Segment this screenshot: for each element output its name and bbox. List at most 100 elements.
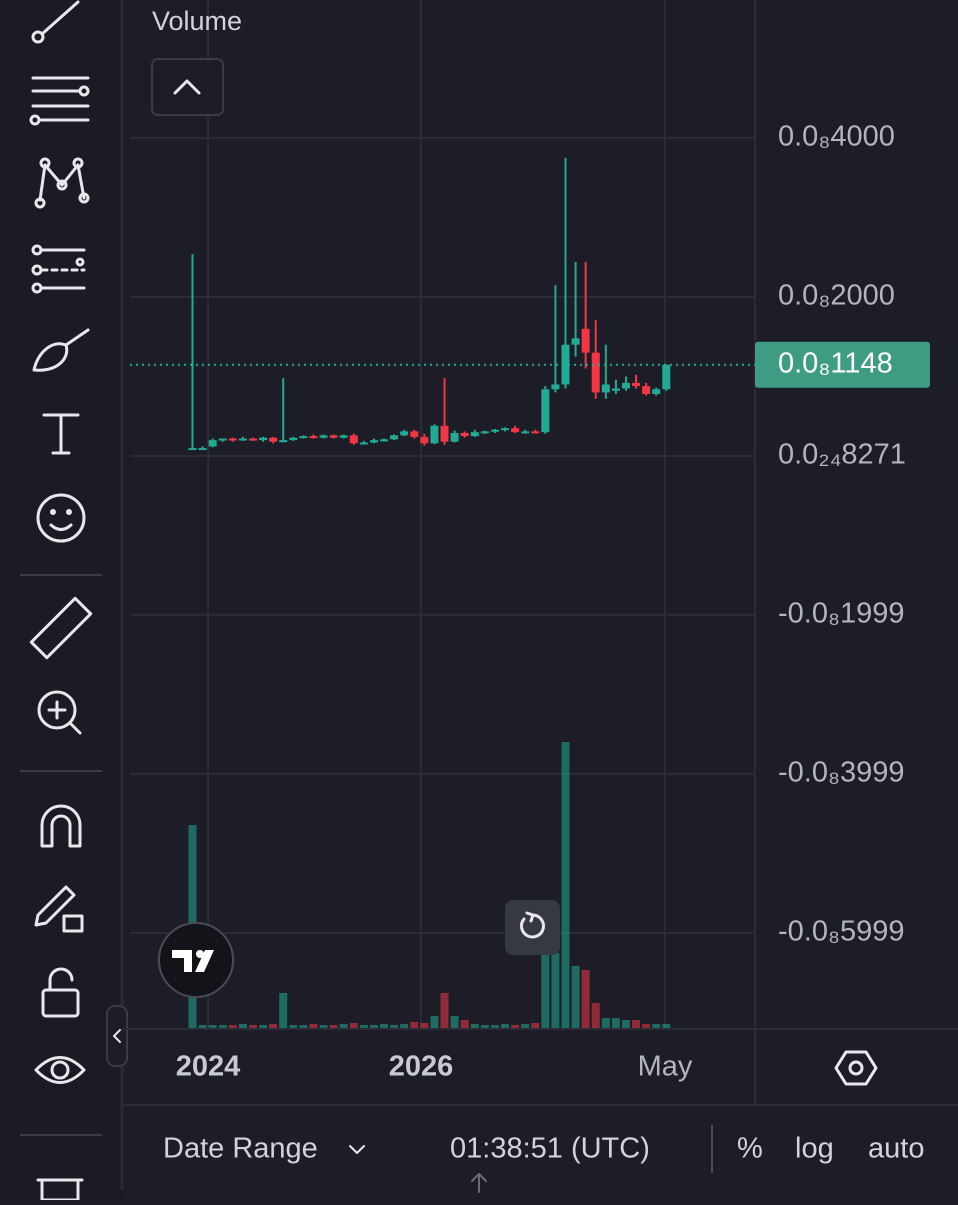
ruler-tool[interactable] <box>29 596 93 660</box>
candle-body <box>390 435 399 440</box>
volume-bar <box>460 1020 469 1028</box>
volume-bar <box>490 1025 499 1028</box>
candle-body <box>601 384 610 393</box>
volume-bar <box>440 993 449 1028</box>
candle-body <box>632 382 641 387</box>
clock[interactable]: 01:38:51 (UTC) <box>450 1133 650 1165</box>
volume-bar <box>369 1025 378 1028</box>
candle-body <box>541 389 550 433</box>
volume-bar <box>198 1025 207 1028</box>
volume-bar <box>299 1025 308 1028</box>
percent-toggle[interactable]: % <box>737 1133 763 1165</box>
volume-bar <box>450 1016 459 1028</box>
candle-body <box>279 440 288 443</box>
candle-body <box>329 435 338 438</box>
emoji-tool[interactable] <box>36 493 86 543</box>
last-price-badge <box>755 341 930 388</box>
chevron-up <box>173 79 201 95</box>
y-tick-label: -0.0₈5999 <box>778 916 905 948</box>
candle-body <box>450 432 459 442</box>
volume-bar <box>470 1024 479 1028</box>
volume-bar <box>501 1024 509 1028</box>
volume-bar <box>228 1025 237 1028</box>
candle-body <box>621 382 630 389</box>
reset-icon <box>520 913 545 939</box>
volume-bar <box>541 953 550 1028</box>
drag-handle[interactable] <box>471 1173 487 1193</box>
candle-body <box>259 437 268 441</box>
lock-tool[interactable] <box>41 967 80 1018</box>
volume-bar <box>390 1025 399 1028</box>
candle-body <box>611 388 620 391</box>
volume-bar <box>611 1018 620 1028</box>
volume-bar <box>329 1025 338 1028</box>
reset-chart-button[interactable] <box>505 900 560 955</box>
candle-body <box>571 338 580 345</box>
fib-tool[interactable] <box>29 76 90 126</box>
candle-body <box>208 440 217 447</box>
collapse-toolbar[interactable] <box>106 1005 128 1067</box>
volume-bar <box>642 1024 651 1028</box>
candle-body <box>460 432 469 437</box>
volume-bar <box>279 993 288 1028</box>
volume-bar <box>601 1018 610 1028</box>
visibility-tool[interactable] <box>34 1056 86 1084</box>
collapse-legend-button[interactable] <box>151 58 224 116</box>
candle-body <box>359 442 368 445</box>
volume-bar <box>218 1025 227 1028</box>
prediction-tool[interactable] <box>31 244 86 294</box>
volume-bar <box>662 1024 671 1028</box>
y-tick-label: 0.0₂₄8271 <box>778 439 906 471</box>
collapse-arrow <box>113 1029 121 1043</box>
volume-bar <box>400 1024 409 1028</box>
volume-bar <box>248 1025 257 1028</box>
tradingview-logo[interactable] <box>158 922 234 998</box>
lock-drawing-tool[interactable] <box>34 885 84 933</box>
candle-body <box>561 344 570 385</box>
volume-bar <box>309 1024 318 1028</box>
volume-bar <box>551 953 560 1028</box>
settings-icon-center <box>848 1060 864 1076</box>
x-tick-label: 2024 <box>176 1051 241 1083</box>
magnet-tool[interactable] <box>40 804 82 848</box>
candle-body <box>531 431 540 434</box>
volume-bar <box>259 1025 268 1028</box>
candle-body <box>652 389 661 394</box>
auto-toggle[interactable]: auto <box>868 1133 924 1165</box>
y-tick-label: 0.0₈2000 <box>778 280 895 312</box>
trend-line-tool[interactable] <box>31 0 80 44</box>
volume-bar <box>339 1024 348 1028</box>
candle-body <box>269 437 278 442</box>
candle-body <box>339 435 348 438</box>
candle-body <box>228 438 237 441</box>
candle-body <box>198 448 207 451</box>
candle-body <box>420 436 429 444</box>
candle-body <box>440 425 449 442</box>
volume-bar <box>430 1016 439 1028</box>
volume-bar <box>521 1024 530 1028</box>
candle-body <box>289 437 298 441</box>
settings-button[interactable] <box>834 1050 878 1086</box>
candle-body <box>309 436 318 439</box>
candle-body <box>319 435 328 438</box>
text-tool[interactable] <box>42 413 80 455</box>
log-toggle[interactable]: log <box>795 1133 834 1165</box>
candle-body <box>299 436 308 439</box>
candle-body <box>380 439 389 442</box>
brush-tool[interactable] <box>32 328 90 372</box>
date-range-button[interactable]: Date Range <box>163 1133 318 1165</box>
candle-body <box>410 431 419 437</box>
candle-body <box>511 428 520 433</box>
volume-bar <box>238 1024 247 1028</box>
volume-bar <box>269 1024 278 1028</box>
candle-body <box>188 448 197 451</box>
candle-body <box>369 440 378 443</box>
plot-area: 0.0₈4000 0.0₈2000 0.0₂₄8271 -0.0₈1999 -0.0₈3… <box>122 0 958 1083</box>
candle-body <box>218 438 227 441</box>
volume-bar <box>652 1024 661 1028</box>
volume-bar <box>480 1025 489 1028</box>
zoom-tool[interactable] <box>37 690 82 735</box>
y-tick-label: -0.0₈3999 <box>778 757 905 789</box>
pattern-tool[interactable] <box>34 157 90 209</box>
